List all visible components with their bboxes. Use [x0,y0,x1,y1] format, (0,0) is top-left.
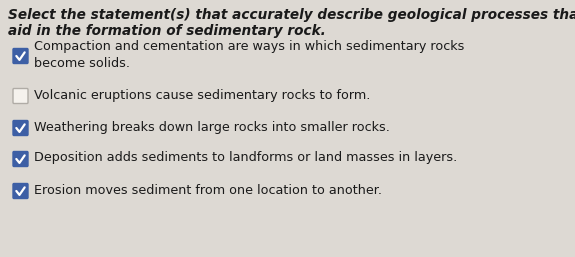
Text: aid in the formation of sedimentary rock.: aid in the formation of sedimentary rock… [8,24,326,38]
FancyBboxPatch shape [13,121,28,135]
FancyBboxPatch shape [13,88,28,104]
FancyBboxPatch shape [13,151,28,167]
Text: Deposition adds sediments to landforms or land masses in layers.: Deposition adds sediments to landforms o… [34,151,457,164]
Text: Volcanic eruptions cause sedimentary rocks to form.: Volcanic eruptions cause sedimentary roc… [34,88,370,102]
Text: Erosion moves sediment from one location to another.: Erosion moves sediment from one location… [34,183,382,197]
Text: Select the statement(s) that accurately describe geological processes that: Select the statement(s) that accurately … [8,8,575,22]
Text: Compaction and cementation are ways in which sedimentary rocks
become solids.: Compaction and cementation are ways in w… [34,40,465,70]
FancyBboxPatch shape [13,183,28,198]
Text: Weathering breaks down large rocks into smaller rocks.: Weathering breaks down large rocks into … [34,121,390,133]
FancyBboxPatch shape [13,49,28,63]
